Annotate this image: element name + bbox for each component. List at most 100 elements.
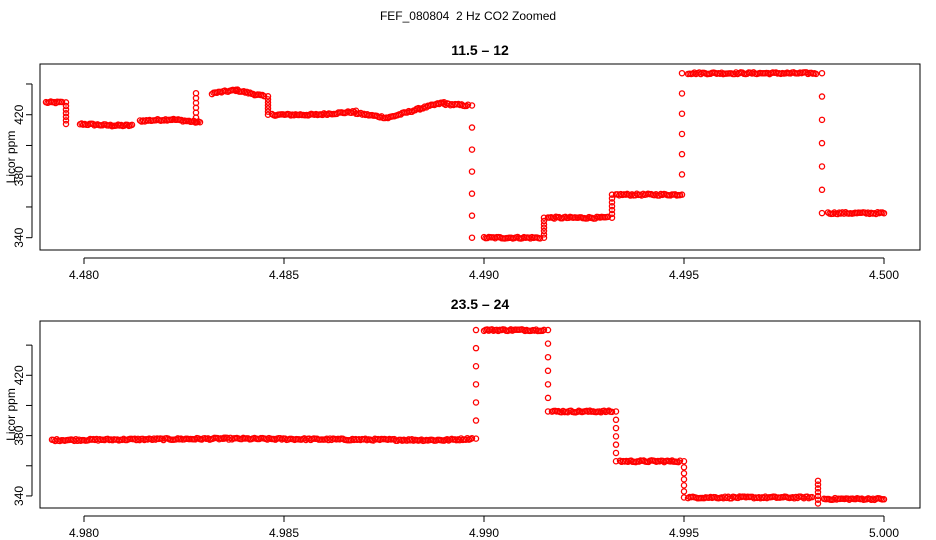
data-point	[814, 488, 822, 496]
data-point	[818, 116, 826, 124]
data-point	[612, 408, 620, 415]
data-point	[608, 191, 616, 198]
data-point	[678, 69, 686, 77]
data-point	[423, 104, 430, 111]
y-axis-label: Licor ppm	[4, 131, 18, 184]
y-tick-label: 420	[12, 365, 26, 385]
y-tick-label: 340	[12, 227, 26, 247]
data-point	[540, 224, 548, 231]
data-point	[814, 477, 822, 485]
data-point	[814, 500, 822, 507]
data-point	[818, 209, 826, 217]
data-point	[604, 213, 612, 221]
data-point	[814, 485, 822, 492]
x-tick-label: 4.985	[269, 526, 299, 540]
data-point	[680, 494, 688, 501]
data-point	[468, 190, 476, 197]
data-point	[540, 231, 548, 238]
data-point	[544, 340, 552, 347]
y-tick-label: 340	[12, 486, 26, 506]
data-point	[540, 227, 548, 235]
data-point	[419, 105, 427, 112]
plot-frame	[39, 63, 921, 251]
data-point	[540, 326, 548, 334]
data-point	[468, 435, 476, 442]
data-point	[264, 111, 272, 118]
data-point	[678, 171, 686, 178]
data-point	[540, 221, 548, 228]
data-point	[808, 493, 816, 501]
data-point	[544, 367, 552, 375]
data-point	[680, 476, 688, 483]
data-point	[608, 195, 616, 202]
data-point	[544, 326, 552, 334]
data-point	[678, 191, 686, 198]
x-tick-label: 4.490	[469, 268, 499, 282]
data-point	[62, 102, 70, 110]
data-point	[468, 146, 476, 153]
data-point	[472, 417, 480, 424]
data-point	[544, 353, 552, 361]
y-axis: 340 380 420	[12, 344, 33, 506]
chart-title: 11.5 – 12	[451, 42, 509, 58]
data-point	[818, 69, 826, 77]
data-point	[264, 99, 272, 106]
data-point	[812, 70, 820, 78]
x-tick-label: 4.500	[869, 268, 899, 282]
x-tick-label: 4.995	[669, 526, 699, 540]
data-point	[680, 464, 688, 471]
data-point	[540, 234, 548, 241]
y-tick-label: 380	[12, 425, 26, 445]
data-point	[818, 163, 826, 170]
y-axis: 340 380 420	[12, 83, 33, 248]
data-point	[264, 102, 272, 109]
data-point	[680, 457, 688, 465]
data-point	[62, 109, 70, 117]
data-point	[264, 96, 272, 103]
x-tick-label: 4.495	[669, 268, 699, 282]
data-point	[680, 470, 688, 477]
data-point	[464, 101, 472, 109]
x-tick-label: 4.980	[69, 526, 99, 540]
data-point	[612, 433, 620, 440]
data-point	[472, 435, 480, 442]
data-point	[608, 214, 616, 221]
data-point	[62, 117, 70, 124]
data-point	[814, 492, 822, 500]
data-point	[58, 98, 66, 106]
data-point	[678, 110, 686, 117]
data-point	[196, 118, 204, 126]
data-point	[472, 399, 480, 406]
plot-frame	[39, 320, 921, 509]
data-point	[678, 130, 686, 138]
data-point	[818, 139, 826, 147]
data-point	[880, 209, 888, 217]
data-point	[544, 394, 552, 402]
data-point	[472, 344, 480, 352]
data-point	[612, 441, 620, 448]
data-point	[192, 89, 200, 97]
data-point	[62, 120, 70, 128]
chart-panel-1: 11.5 – 12 4.480 4.485 4.490 4.495 4.500 340 380…	[4, 42, 921, 282]
data-point	[544, 381, 552, 388]
data-point	[680, 488, 688, 495]
data-point	[62, 99, 70, 106]
x-axis: 4.980 4.985 4.990 4.995 5.000	[69, 515, 899, 540]
data-point	[264, 108, 272, 115]
y-tick-label: 380	[12, 166, 26, 186]
data-point	[608, 206, 616, 214]
data-point	[62, 106, 70, 113]
data-point	[612, 424, 620, 432]
data-point	[608, 199, 616, 206]
data-point	[128, 121, 136, 129]
data-point	[468, 212, 476, 219]
x-tick-label: 5.000	[869, 526, 899, 540]
x-tick-label: 4.480	[69, 268, 99, 282]
chart-title: 23.5 – 24	[451, 296, 510, 312]
data-point	[880, 496, 888, 503]
data-point	[608, 210, 616, 218]
data-point	[676, 457, 684, 464]
data-point	[678, 90, 686, 97]
data-point	[680, 482, 688, 489]
data-point	[472, 381, 480, 388]
